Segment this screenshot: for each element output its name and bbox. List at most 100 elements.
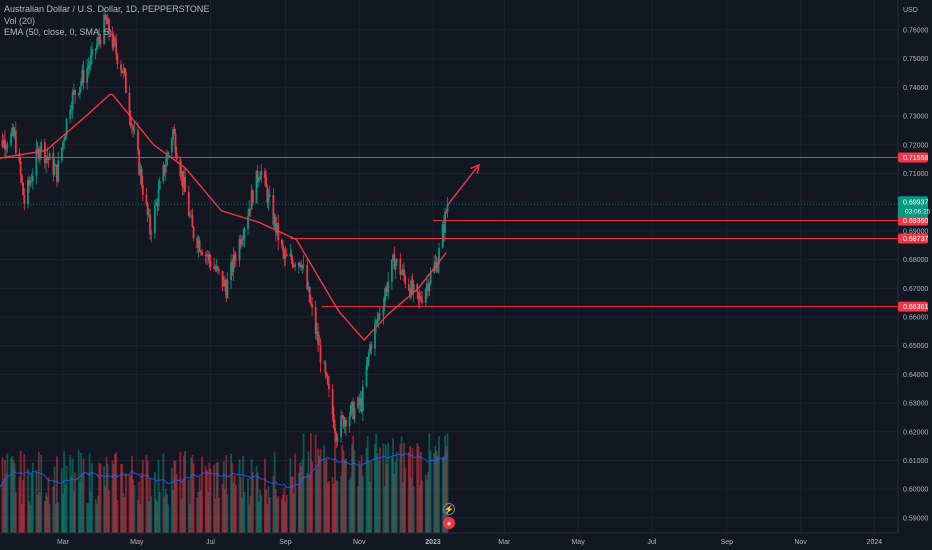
candle-body [218,269,220,271]
candle-body [137,129,139,151]
ema-line [0,93,447,342]
volume-bar [332,484,335,533]
volume-bar [394,461,397,533]
volume-indicator-label[interactable]: Vol (20) [4,15,36,26]
volume-bar [224,490,226,533]
volume-average-path [0,452,448,489]
candle-body [10,134,12,146]
candle-body [114,37,116,43]
time-tick-label: 2024 [867,539,883,546]
candle-body [358,397,361,405]
candle-body [328,384,330,390]
volume-bar [401,482,404,533]
volume-bar [251,472,254,533]
candle-body [162,164,165,182]
candle-body [384,287,387,296]
volume-bar [331,476,334,533]
candle-body [319,344,322,363]
candle-body [180,170,183,177]
candle-body [207,254,209,257]
lightning-icon[interactable]: ⚡ [443,503,455,515]
volume-bar [27,468,29,533]
volume-bar [277,496,280,533]
candle-body [314,307,317,334]
volume-bar [115,452,118,533]
candle-body [205,255,208,257]
price-axis[interactable]: USD 0.76000 0.75000 0.74000 0.73000 0.72000 0.… [897,0,932,550]
volume-bar [416,443,419,533]
candle-body [351,401,353,405]
price-tick-label: 0.67000 [903,286,928,293]
candle-body [141,185,144,195]
economic-events-icon[interactable]: ● [443,517,455,529]
price-label-text: 0.68737 [903,236,928,243]
volume-bar [323,444,326,533]
candle-body [369,344,372,353]
candle-body [20,175,23,183]
volume-bar [172,489,174,533]
candle-body [5,147,8,150]
candle-body [11,127,14,135]
candle-body [324,362,327,373]
volume-bar [104,485,107,533]
candle-body [52,153,55,175]
price-tick-label: 0.76000 [903,28,928,35]
candle-body [77,93,80,96]
candle-body [306,264,309,290]
volume-bar [156,501,159,533]
volume-bar [242,455,245,533]
ema-indicator-label[interactable]: EMA (50, close, 0, SMA, 5) [4,27,113,37]
volume-bar [57,502,60,533]
time-tick-label: May [571,539,585,546]
price-tick-label: 0.73000 [903,114,928,121]
candle-body [43,142,46,163]
horizontal-lines[interactable] [0,156,898,308]
candle-body [139,169,142,175]
symbol-title[interactable]: Australian Dollar / U.S. Dollar, 1D, PEP… [4,4,210,14]
volume-bar [314,434,317,533]
candle-body [378,314,381,316]
volume-bar [284,501,287,533]
time-axis[interactable]: Mar May Jul Sep Nov 2023 Mar May Jul Sep Nov 2024 [0,532,898,546]
volume-bar [86,503,89,533]
volume-bar [37,452,40,533]
price-tick-label: 0.60000 [903,487,928,494]
volume-bar [5,473,8,533]
volume-bar [428,432,431,533]
candle-body [94,48,97,50]
ema-path [0,93,447,342]
volume-bar [358,460,361,533]
candle-body [390,259,393,282]
volume-bar [170,467,173,533]
candle-body [336,437,339,442]
volume-bar [395,451,398,533]
volume-bar [434,445,437,533]
volume-bar [316,468,318,533]
volume-bar [300,466,303,533]
candle-body [56,164,58,182]
candle-body [174,133,177,154]
volume-bar [95,504,98,533]
volume-bar [111,460,114,533]
candle-body [394,262,397,270]
volume-bar [2,478,5,533]
candle-body [197,240,200,249]
volume-bar [216,462,219,533]
candle-body [446,204,449,212]
volume-bar [146,460,149,533]
candle-body [183,177,185,188]
volume-bar [218,497,220,533]
volume-average-line [0,452,448,489]
volume-bar [421,480,424,533]
candle-body [233,254,236,260]
candle-body [179,159,182,177]
arrow-shaft [446,164,480,206]
candle-body [276,223,278,233]
candle-body [131,125,133,127]
volume-bar [103,466,106,533]
volume-bar [283,487,286,533]
candle-body [267,194,270,203]
trend-arrow[interactable] [446,163,480,206]
candle-body [71,92,74,110]
